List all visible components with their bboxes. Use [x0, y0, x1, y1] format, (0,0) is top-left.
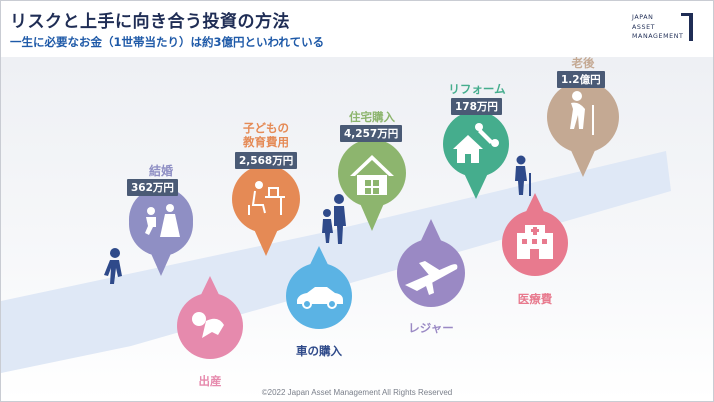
page-title: リスクと上手に向き合う投資の方法: [10, 12, 290, 32]
event-label-housing: 住宅購入: [349, 110, 395, 124]
life-road: [1, 151, 671, 373]
airplane-icon: [405, 261, 458, 295]
copyright-footer: ©2022 Japan Asset Management All Rights …: [261, 388, 453, 397]
car-icon: [297, 287, 343, 309]
event-amount-housing: 4,257万円: [340, 125, 403, 142]
page-subtitle: 一生に必要なお金（1世帯当たり）は約3億円といわれている: [10, 35, 325, 49]
elderly-person-icon: [570, 91, 594, 135]
event-label-car: 車の購入: [296, 344, 342, 358]
pin-education: [232, 165, 300, 256]
house-icon: [350, 155, 394, 195]
company-logo: JAPAN ASSET MANAGEMENT: [632, 13, 683, 42]
logo-line-3: MANAGEMENT: [632, 33, 684, 40]
event-label-marriage: 結婚: [148, 164, 173, 178]
logo-line-1: JAPAN: [632, 14, 654, 21]
house-wrench-icon: [453, 123, 499, 163]
pin-housing: [338, 139, 406, 231]
event-label-birth: 出産: [198, 374, 222, 388]
hospital-icon: [517, 225, 553, 259]
event-label-education: 子どもの 教育費用: [243, 121, 289, 149]
baby-icon: [192, 312, 224, 338]
event-label-leisure: レジャー: [408, 321, 454, 335]
pin-birth: [177, 276, 243, 359]
pin-reform: [443, 111, 509, 199]
event-amount-retirement: 1.2億円: [557, 71, 605, 88]
event-label-retirement: 老後: [571, 56, 595, 70]
logo-mark: [689, 13, 693, 41]
pin-marriage: [129, 187, 193, 276]
couple-with-child-icon: [322, 194, 346, 244]
event-label-reform: リフォーム: [448, 82, 506, 96]
elderly-walker-icon: [515, 155, 531, 196]
pin-car: [286, 246, 352, 329]
logo-line-2: ASSET: [632, 23, 656, 31]
pin-leisure: [397, 219, 465, 307]
pin-medical: [502, 193, 568, 276]
walking-person-icon: [104, 248, 122, 284]
logo-mark-top: [681, 13, 693, 16]
event-amount-education: 2,568万円: [235, 152, 298, 169]
study-desk-icon: [248, 181, 285, 215]
wedding-icon: [145, 204, 180, 237]
event-label-medical: 医療費: [517, 292, 553, 306]
event-amount-marriage: 362万円: [127, 179, 178, 196]
pin-retirement: [547, 81, 619, 177]
event-amount-reform: 178万円: [451, 98, 502, 115]
